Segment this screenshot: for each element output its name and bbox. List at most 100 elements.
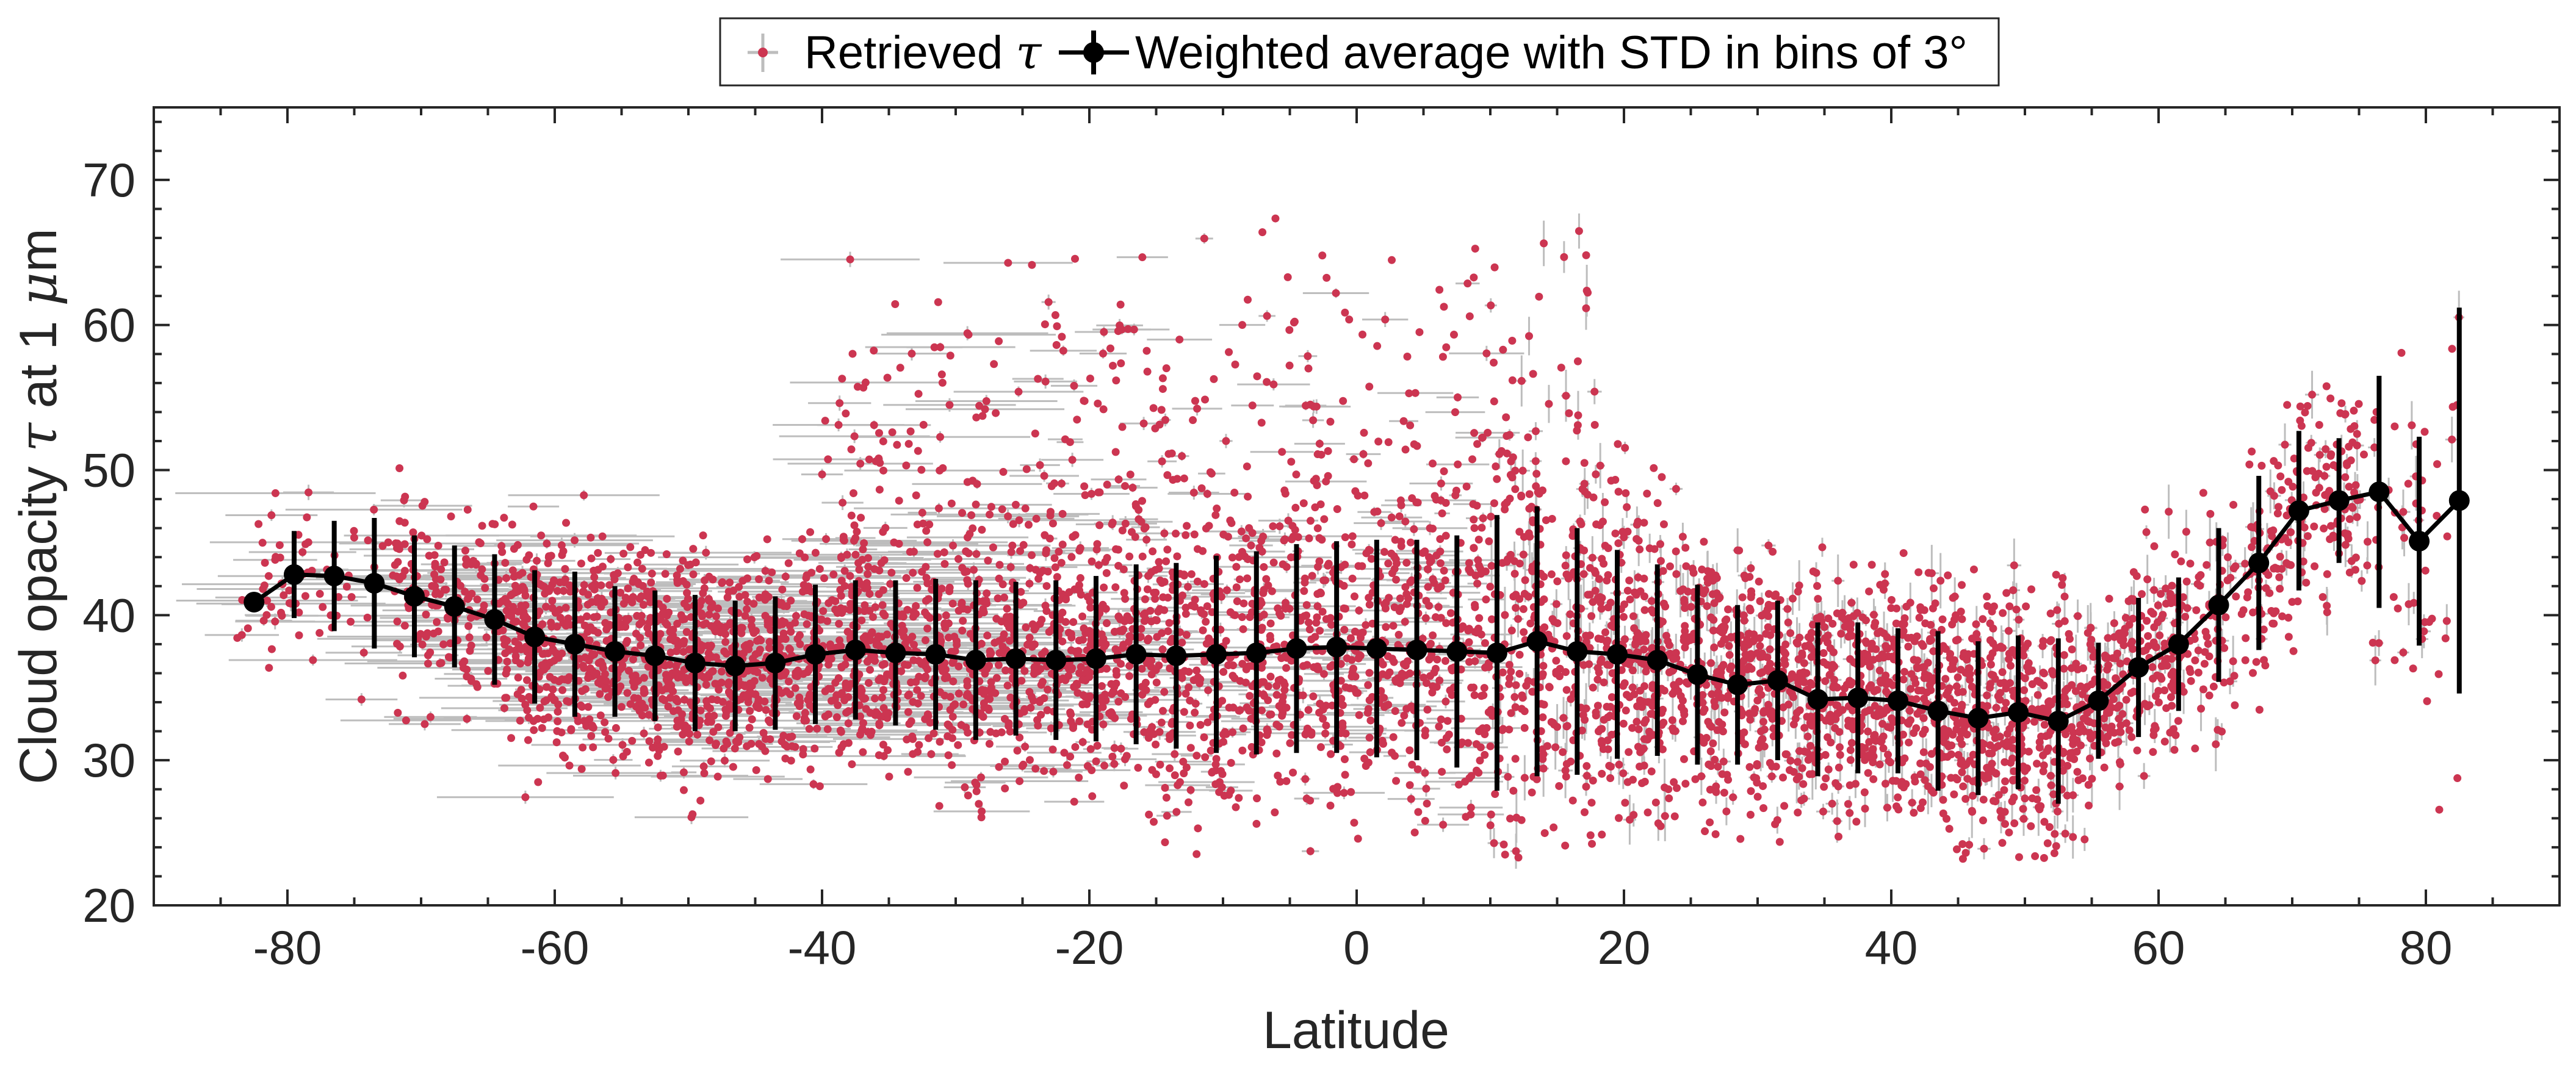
retrieved-tau-point — [934, 298, 942, 306]
retrieved-tau-point — [995, 337, 1003, 345]
retrieved-tau-point — [1498, 668, 1507, 677]
retrieved-tau-point — [1738, 593, 1747, 602]
retrieved-tau-point — [2074, 612, 2082, 620]
retrieved-tau-point — [1822, 774, 1830, 783]
retrieved-tau-point — [548, 597, 557, 605]
retrieved-tau-point — [704, 717, 712, 726]
retrieved-tau-point — [1143, 585, 1152, 594]
retrieved-tau-point — [2303, 532, 2312, 541]
retrieved-tau-point — [765, 644, 774, 652]
retrieved-tau-point — [1410, 828, 1419, 837]
retrieved-tau-point — [2174, 717, 2182, 725]
retrieved-tau-point — [864, 562, 873, 571]
retrieved-tau-point — [1315, 439, 1324, 448]
retrieved-tau-point — [1614, 539, 1623, 547]
retrieved-tau-point — [948, 599, 957, 608]
retrieved-tau-point — [1562, 772, 1570, 781]
retrieved-tau-point — [984, 556, 992, 565]
retrieved-tau-point — [763, 775, 772, 783]
retrieved-tau-point — [399, 671, 407, 680]
retrieved-tau-point — [1151, 424, 1160, 433]
retrieved-tau-point — [2310, 522, 2318, 531]
retrieved-tau-point — [1321, 729, 1330, 738]
retrieved-tau-point — [633, 558, 642, 567]
retrieved-tau-point — [871, 603, 879, 611]
retrieved-tau-point — [1643, 489, 1651, 498]
retrieved-tau-point — [267, 603, 275, 611]
retrieved-tau-point — [865, 589, 874, 598]
retrieved-tau-point — [2127, 733, 2136, 741]
retrieved-tau-point — [1024, 520, 1033, 529]
retrieved-tau-point — [1421, 614, 1430, 622]
retrieved-tau-point — [1099, 350, 1107, 358]
retrieved-tau-point — [1836, 750, 1844, 759]
retrieved-tau-point — [1333, 505, 1341, 513]
retrieved-tau-point — [917, 465, 926, 474]
retrieved-tau-point — [1589, 776, 1597, 785]
retrieved-tau-point — [1916, 770, 1925, 778]
retrieved-tau-point — [1640, 592, 1649, 601]
retrieved-tau-point — [983, 631, 992, 640]
retrieved-tau-point — [1998, 668, 2007, 677]
retrieved-tau-point — [2024, 747, 2033, 756]
retrieved-tau-point — [1828, 619, 1837, 628]
retrieved-tau-point — [1505, 661, 1513, 669]
retrieved-tau-point — [765, 638, 774, 646]
retrieved-tau-point — [463, 505, 472, 514]
retrieved-tau-point — [1162, 557, 1171, 566]
retrieved-tau-point — [1513, 615, 1522, 623]
retrieved-tau-point — [2276, 552, 2284, 561]
retrieved-tau-point — [1628, 724, 1637, 732]
retrieved-tau-point — [963, 329, 972, 337]
retrieved-tau-point — [2186, 559, 2195, 568]
retrieved-tau-point — [2301, 408, 2309, 417]
retrieved-tau-point — [1036, 461, 1044, 469]
retrieved-tau-point — [267, 645, 276, 653]
retrieved-tau-point — [1373, 342, 1382, 350]
retrieved-tau-point — [254, 520, 263, 528]
retrieved-tau-point — [1719, 757, 1728, 766]
retrieved-tau-point — [937, 370, 946, 379]
retrieved-tau-point — [1415, 328, 1424, 336]
retrieved-tau-point — [1520, 628, 1528, 636]
retrieved-tau-point — [1348, 574, 1357, 583]
retrieved-tau-point — [1875, 760, 1884, 769]
retrieved-tau-point — [1542, 516, 1550, 525]
retrieved-tau-point — [1722, 807, 1731, 816]
retrieved-tau-point — [1807, 653, 1816, 661]
retrieved-tau-point — [1433, 655, 1441, 664]
retrieved-tau-point — [2389, 593, 2398, 602]
retrieved-tau-point — [977, 773, 986, 781]
retrieved-tau-point — [1006, 563, 1015, 572]
retrieved-tau-point — [537, 531, 546, 540]
retrieved-tau-point — [2442, 617, 2451, 625]
retrieved-tau-point — [1507, 667, 1515, 676]
retrieved-tau-point — [1292, 470, 1301, 479]
retrieved-tau-point — [629, 655, 638, 664]
retrieved-tau-point — [640, 729, 648, 738]
retrieved-tau-point — [1081, 491, 1089, 500]
retrieved-tau-point — [886, 580, 895, 588]
retrieved-tau-point — [1506, 674, 1514, 683]
retrieved-tau-point — [689, 570, 698, 579]
retrieved-tau-point — [2045, 823, 2054, 832]
retrieved-tau-point — [1755, 577, 1763, 586]
retrieved-tau-point — [2005, 828, 2013, 837]
retrieved-tau-point — [1246, 692, 1254, 700]
retrieved-tau-point — [1092, 757, 1100, 766]
retrieved-tau-point — [542, 603, 550, 611]
retrieved-tau-point — [981, 405, 989, 414]
retrieved-tau-point — [1087, 489, 1095, 498]
retrieved-tau-point — [2345, 483, 2353, 491]
retrieved-tau-point — [1514, 853, 1523, 862]
retrieved-tau-point — [1579, 570, 1588, 578]
retrieved-tau-point — [584, 703, 593, 711]
retrieved-tau-point — [963, 605, 972, 614]
retrieved-tau-point — [1803, 732, 1812, 741]
retrieved-tau-point — [1439, 821, 1448, 829]
retrieved-tau-point — [1724, 692, 1733, 700]
retrieved-tau-point — [1000, 593, 1009, 602]
retrieved-tau-point — [1350, 819, 1358, 827]
retrieved-tau-point — [1952, 636, 1960, 645]
retrieved-tau-point — [1151, 595, 1160, 603]
